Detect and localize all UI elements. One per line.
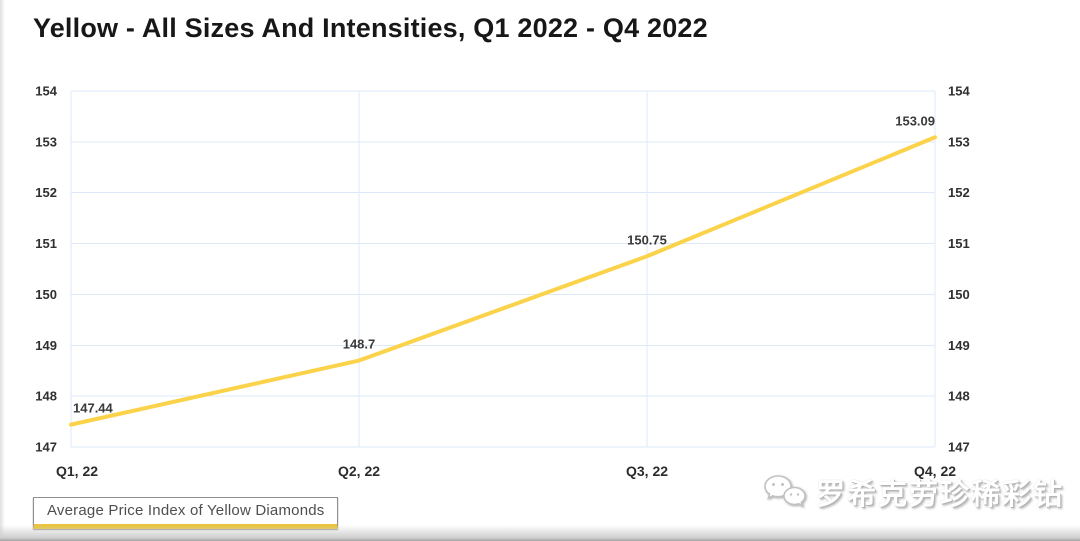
point-label: 153.09 bbox=[895, 113, 935, 128]
y-axis-tick-right: 149 bbox=[948, 338, 970, 353]
watermark: 罗希克劳珍稀彩钻 bbox=[761, 471, 1064, 513]
y-axis-tick-right: 150 bbox=[948, 287, 970, 302]
y-axis-tick-left: 149 bbox=[35, 338, 57, 353]
chart-title: Yellow - All Sizes And Intensities, Q1 2… bbox=[33, 13, 708, 43]
point-label: 150.75 bbox=[627, 232, 667, 247]
x-axis-tick: Q3, 22 bbox=[626, 463, 668, 479]
series-line bbox=[69, 135, 937, 427]
y-axis-tick-right: 148 bbox=[948, 389, 970, 404]
y-axis-tick-right: 153 bbox=[948, 134, 970, 149]
x-axis-tick: Q2, 22 bbox=[338, 463, 380, 479]
wechat-icon bbox=[764, 475, 806, 508]
y-axis-tick-right: 151 bbox=[948, 236, 970, 251]
y-axis-tick-left: 151 bbox=[35, 236, 57, 251]
y-axis-tick-left: 154 bbox=[35, 84, 57, 99]
y-axis-tick-right: 154 bbox=[948, 84, 970, 99]
point-label: 147.44 bbox=[73, 401, 114, 416]
left-edge-shadow bbox=[0, 0, 5, 541]
y-axis-tick-right: 147 bbox=[948, 440, 970, 455]
legend-label: Average Price Index of Yellow Diamonds bbox=[47, 502, 325, 519]
x-axis-tick: Q1, 22 bbox=[56, 463, 98, 479]
y-axis-tick-left: 150 bbox=[35, 287, 57, 302]
x-axis-tick: Q4, 22 bbox=[914, 463, 956, 479]
y-axis-tick-left: 147 bbox=[35, 440, 57, 455]
y-axis-tick-right: 152 bbox=[948, 185, 970, 200]
bottom-edge-shadow bbox=[0, 525, 1080, 541]
y-axis-tick-left: 152 bbox=[35, 185, 57, 200]
y-axis-tick-left: 148 bbox=[35, 389, 57, 404]
point-label: 148.7 bbox=[343, 337, 376, 352]
watermark-text: 罗希克劳珍稀彩钻 bbox=[815, 479, 1064, 511]
y-axis-tick-left: 153 bbox=[35, 134, 57, 149]
